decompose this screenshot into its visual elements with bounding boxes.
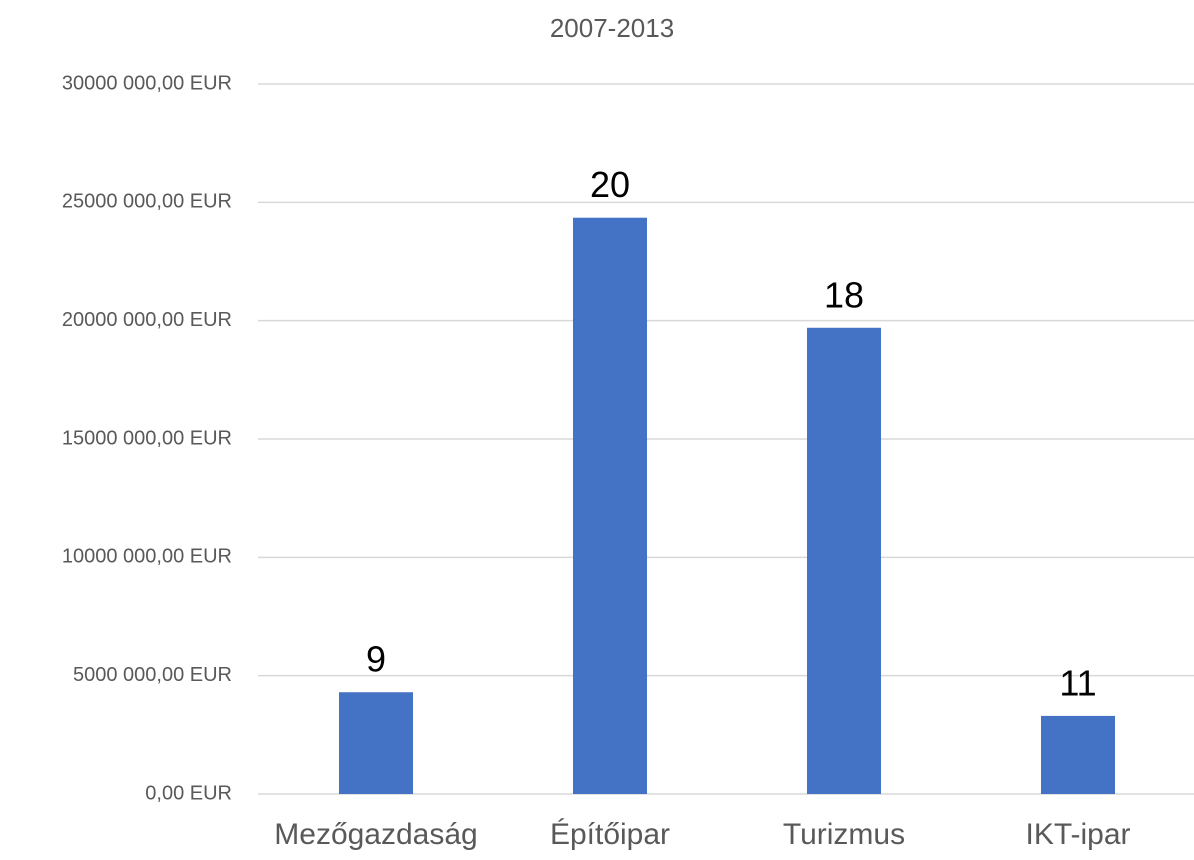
bar: [573, 217, 647, 794]
y-tick-label: 20000 000,00 EUR: [62, 309, 232, 331]
y-tick-label: 5000 000,00 EUR: [73, 664, 232, 686]
y-tick-label: 30000 000,00 EUR: [62, 72, 232, 94]
data-label: 11: [1059, 662, 1096, 703]
data-label: 20: [590, 164, 630, 205]
y-tick-label: 25000 000,00 EUR: [62, 191, 232, 213]
bar: [807, 327, 881, 794]
x-tick-label: IKT-ipar: [1025, 818, 1130, 851]
chart-title: 2007-2013: [550, 13, 674, 43]
data-label: 18: [824, 274, 864, 315]
y-tick-label: 10000 000,00 EUR: [62, 546, 232, 568]
x-tick-label: Építőipar: [550, 818, 670, 851]
bar: [1041, 715, 1115, 794]
y-tick-label: 0,00 EUR: [145, 782, 232, 804]
bar: [339, 692, 413, 794]
data-label: 9: [366, 639, 386, 680]
y-tick-label: 15000 000,00 EUR: [62, 427, 232, 449]
x-tick-label: Turizmus: [783, 818, 905, 851]
x-tick-label: Mezőgazdaság: [274, 818, 477, 851]
